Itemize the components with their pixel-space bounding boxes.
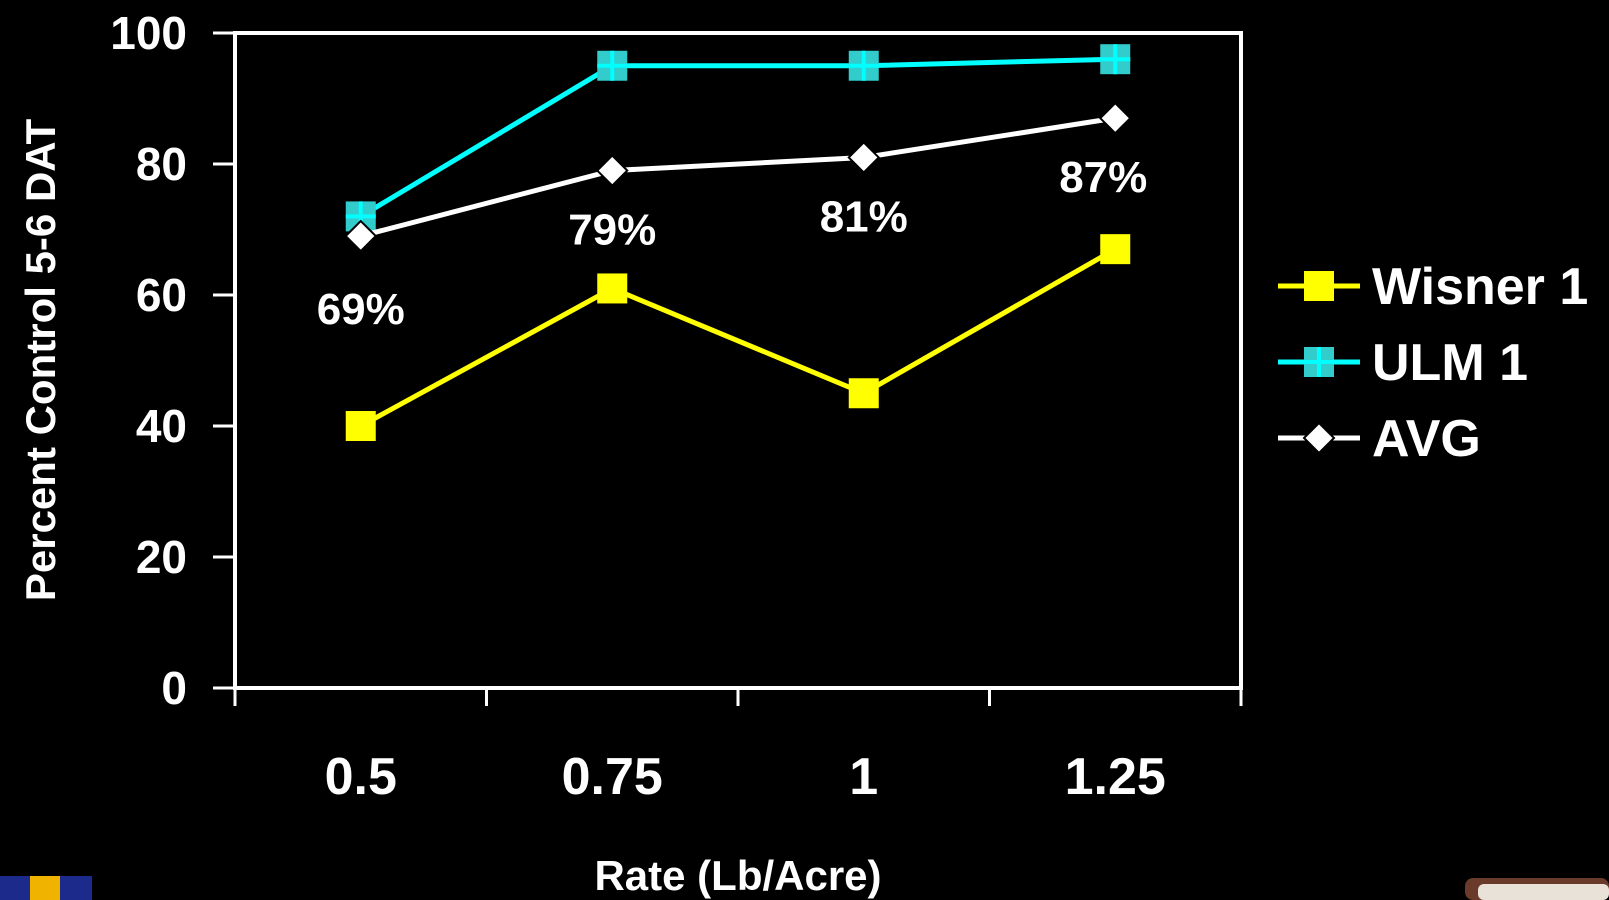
x-tick-label: 0.75 — [562, 748, 663, 806]
data-point-avg — [344, 219, 378, 253]
y-axis: 0 20 40 60 80 100 — [110, 7, 235, 714]
data-point-wisner-1 — [1100, 234, 1131, 265]
legend-swatch-marker — [1302, 421, 1336, 455]
data-point-avg — [595, 154, 629, 187]
legend-swatch-marker — [1304, 271, 1334, 301]
legend-label: Wisner 1 — [1372, 258, 1588, 316]
data-point-wisner-1 — [597, 273, 628, 304]
legend-item-avg: AVG — [1278, 410, 1481, 468]
x-tick-label: 0.5 — [325, 748, 397, 806]
legend-swatch-marker — [1304, 347, 1334, 377]
annotation-layer: 69% 79% 81% 87% — [317, 153, 1148, 334]
data-point-ulm-1 — [848, 50, 879, 81]
left-logo — [0, 876, 92, 900]
data-point-wisner-1 — [345, 411, 376, 441]
data-label: 79% — [568, 206, 656, 255]
y-tick-label: 40 — [136, 400, 187, 452]
right-logo — [1465, 878, 1609, 900]
series-line-ulm-1 — [359, 56, 1116, 219]
y-tick-label: 0 — [161, 662, 187, 714]
x-tick-label: 1.25 — [1065, 748, 1166, 806]
x-axis-title: Rate (Lb/Acre) — [594, 852, 881, 899]
legend-item-wisner-1: Wisner 1 — [1278, 258, 1588, 316]
series-line-avg — [360, 115, 1116, 239]
y-axis-title: Percent Control 5-6 DAT — [17, 119, 64, 602]
data-point-avg — [1098, 101, 1132, 135]
data-point-ulm-1 — [597, 50, 628, 81]
y-tick-label: 80 — [136, 138, 187, 190]
data-label: 69% — [317, 285, 405, 334]
x-tick-label: 1 — [849, 748, 878, 806]
y-tick-label: 60 — [136, 269, 187, 321]
legend-item-ulm-1: ULM 1 — [1278, 334, 1528, 392]
data-point-wisner-1 — [848, 378, 879, 409]
data-point-avg — [847, 141, 881, 174]
data-label: 87% — [1059, 153, 1147, 202]
x-axis: 0.5 0.75 1 1.25 — [233, 688, 1243, 806]
series-avg — [344, 101, 1132, 253]
data-point-ulm-1 — [1100, 44, 1131, 75]
legend-label: AVG — [1372, 410, 1481, 468]
series-line-wisner-1 — [359, 246, 1117, 429]
legend: Wisner 1 ULM 1 AVG — [1278, 258, 1588, 468]
series-layer — [344, 44, 1132, 441]
legend-label: ULM 1 — [1372, 334, 1528, 392]
y-tick-label: 20 — [136, 531, 187, 583]
data-label: 81% — [820, 192, 908, 241]
y-tick-label: 100 — [110, 7, 187, 59]
series-wisner-1 — [345, 234, 1131, 441]
